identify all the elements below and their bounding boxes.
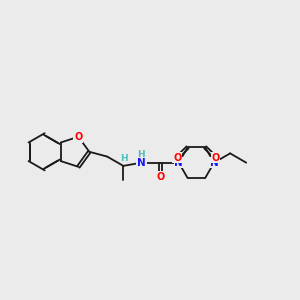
Text: H: H: [137, 150, 145, 159]
Text: N: N: [174, 158, 183, 168]
Text: O: O: [211, 153, 220, 163]
Text: H: H: [120, 154, 128, 163]
Text: O: O: [173, 153, 182, 163]
Text: O: O: [74, 132, 83, 142]
Text: N: N: [210, 158, 218, 168]
Text: O: O: [156, 172, 164, 182]
Text: N: N: [137, 158, 146, 168]
